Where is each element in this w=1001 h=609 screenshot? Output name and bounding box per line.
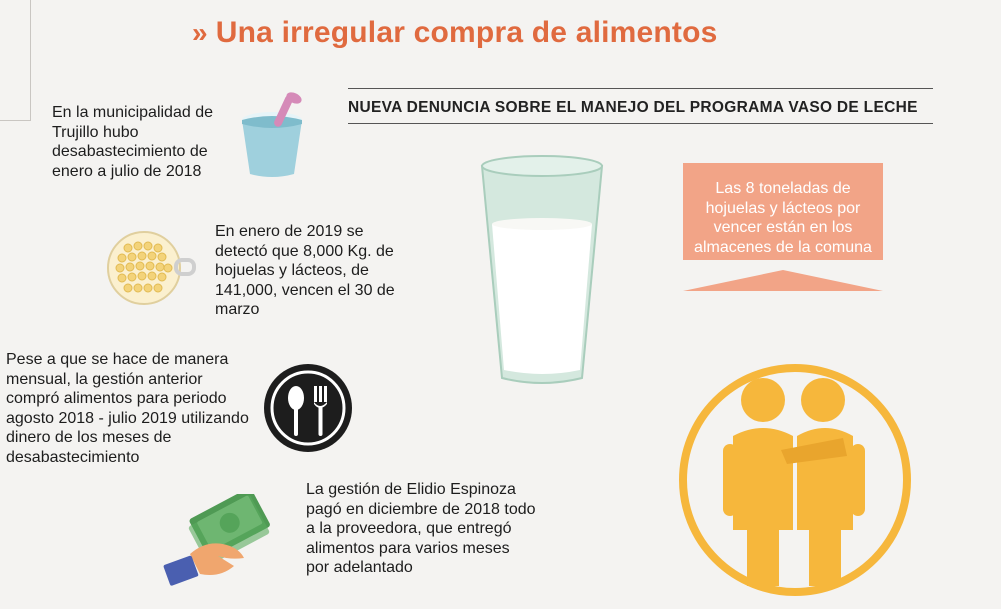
item-text-3: Pese a que se hace de manera mensual, la… — [6, 351, 249, 466]
item-text-1: En la municipalidad de Trujillo hubo des… — [52, 104, 213, 180]
two-people-icon — [679, 364, 911, 596]
chevron-right-icon: » — [192, 17, 208, 48]
callout-text: Las 8 toneladas de hojuelas y lácteos po… — [694, 180, 872, 256]
divider-bottom — [348, 123, 933, 124]
callout-pointer — [683, 260, 883, 291]
page-title: » Una irregular compra de alimentos — [192, 16, 718, 50]
yogurt-cup-icon — [242, 92, 302, 177]
milk-glass-icon — [480, 155, 604, 384]
divider-top — [348, 88, 933, 89]
cereal-bowl-icon — [107, 231, 196, 305]
subtitle: NUEVA DENUNCIA SOBRE EL MANEJO DEL PROGR… — [348, 99, 918, 116]
spoon-fork-icon — [264, 364, 352, 452]
title-text: Una irregular compra de alimentos — [215, 16, 718, 49]
item-text-2: En enero de 2019 se detectó que 8,000 Kg… — [215, 223, 395, 318]
item-text-4: La gestión de Elidio Espinoza pagó en di… — [306, 481, 536, 576]
money-hand-icon — [163, 494, 270, 586]
page-frame-edge — [0, 0, 31, 121]
